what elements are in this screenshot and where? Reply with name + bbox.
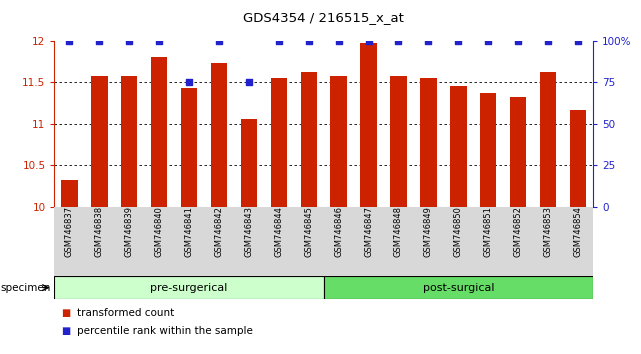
Bar (480, 93, 496, 207)
Point (94, 38, 104, 44)
Text: pre-surgerical: pre-surgerical (151, 282, 228, 293)
Point (363, 38, 374, 44)
Text: percentile rank within the sample: percentile rank within the sample (77, 326, 253, 336)
Point (543, 38, 553, 44)
Point (513, 38, 523, 44)
Text: ■: ■ (61, 308, 70, 318)
Bar (570, 110, 587, 207)
FancyBboxPatch shape (54, 276, 324, 299)
Bar (151, 57, 167, 207)
Bar (271, 78, 287, 207)
Point (274, 38, 284, 44)
Point (214, 38, 224, 44)
Point (333, 38, 344, 44)
Point (244, 80, 254, 85)
Text: ■: ■ (61, 326, 70, 336)
Point (394, 38, 404, 44)
Point (453, 38, 463, 44)
Bar (211, 63, 228, 207)
Text: post-surgical: post-surgical (422, 282, 494, 293)
Point (573, 38, 583, 44)
Bar (540, 72, 556, 207)
Point (64, 38, 74, 44)
Bar (331, 76, 347, 207)
Point (304, 38, 314, 44)
Point (423, 38, 433, 44)
Bar (301, 72, 317, 207)
FancyBboxPatch shape (324, 276, 593, 299)
Bar (360, 43, 377, 207)
Point (184, 80, 194, 85)
Text: transformed count: transformed count (77, 308, 174, 318)
Bar (450, 86, 467, 207)
Point (154, 38, 164, 44)
Bar (420, 78, 437, 207)
Point (124, 38, 135, 44)
Bar (241, 119, 257, 207)
Bar (390, 76, 406, 207)
Text: specimen: specimen (1, 282, 51, 293)
Bar (62, 179, 78, 207)
Point (483, 38, 494, 44)
Bar (121, 76, 138, 207)
Bar (91, 76, 108, 207)
Bar (510, 97, 526, 207)
Text: GDS4354 / 216515_x_at: GDS4354 / 216515_x_at (244, 11, 404, 24)
Bar (181, 88, 197, 207)
